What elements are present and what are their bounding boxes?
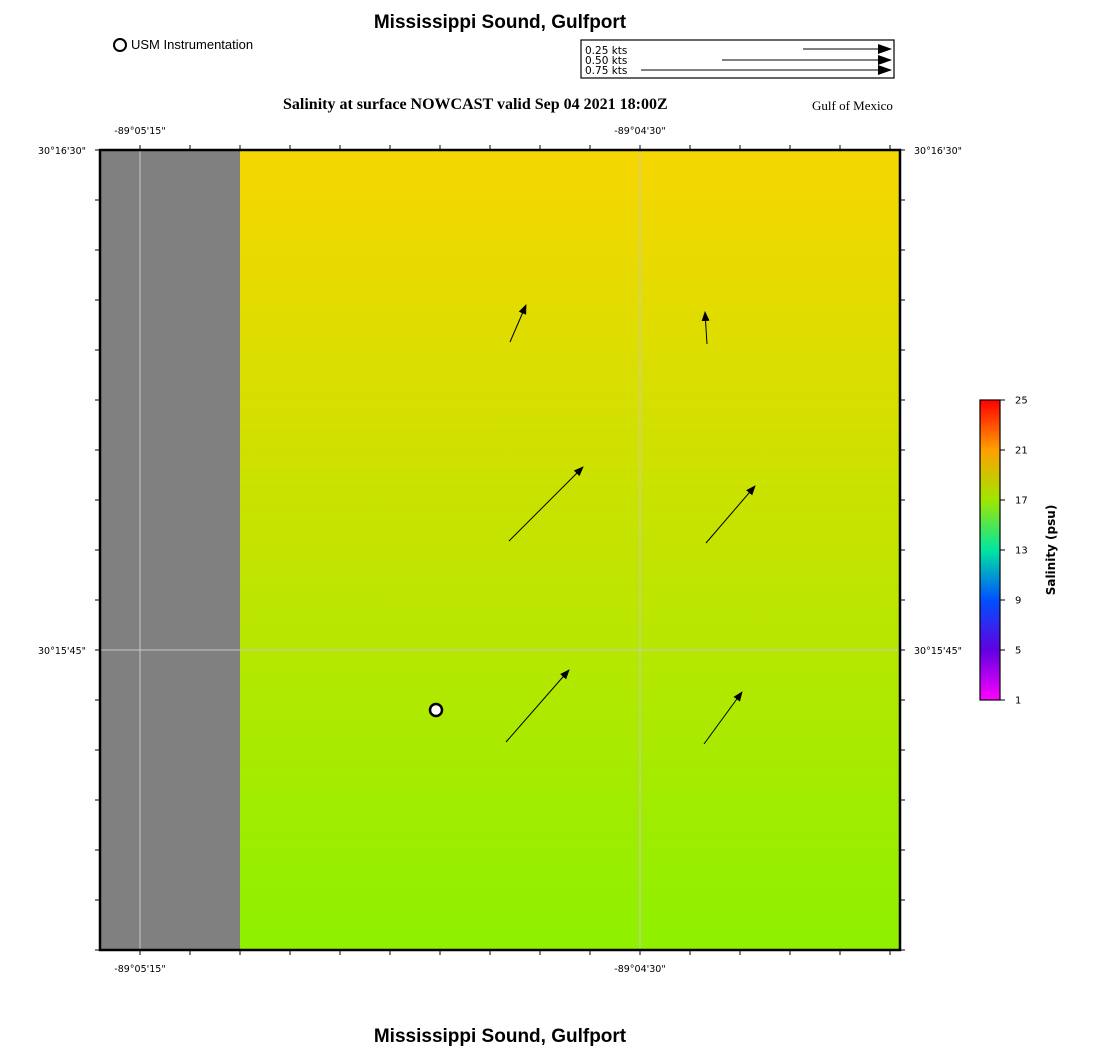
colorbar: 25 21 17 13 9 5 1 Salinity (psu) bbox=[979, 396, 1058, 707]
usm-station-marker[interactable] bbox=[428, 702, 444, 718]
current-arrow bbox=[508, 466, 584, 542]
key-label-3: 0.75 kts bbox=[585, 65, 627, 77]
map-subtitle: Salinity at surface NOWCAST valid Sep 04… bbox=[283, 96, 668, 113]
colorbar-tick-label: 13 bbox=[1015, 546, 1028, 557]
lon-label-top-1: -89°05'15" bbox=[114, 126, 165, 137]
colorbar-tick-label: 25 bbox=[1015, 396, 1028, 407]
colorbar-ticks: 25 21 17 13 9 5 1 bbox=[1000, 396, 1028, 707]
map-title: Mississippi Sound, Gulfport bbox=[373, 12, 627, 33]
usm-legend-label: USM Instrumentation bbox=[131, 37, 254, 52]
current-arrow bbox=[701, 311, 710, 345]
colorbar-tick-label: 9 bbox=[1015, 596, 1021, 607]
lat-label-left-1: 30°16'30" bbox=[38, 146, 86, 157]
colorbar-tick-label: 1 bbox=[1015, 696, 1021, 707]
lat-label-left-2: 30°15'45" bbox=[38, 646, 86, 657]
current-vectors bbox=[505, 304, 756, 745]
vector-key: 0.25 kts 0.50 kts 0.75 kts bbox=[580, 39, 895, 79]
lon-label-top-2: -89°04'30" bbox=[614, 126, 665, 137]
colorbar-title: Salinity (psu) bbox=[1044, 505, 1058, 596]
key-label-2: 0.50 kts bbox=[585, 55, 627, 67]
colorbar-tick-label: 17 bbox=[1015, 496, 1028, 507]
current-arrow bbox=[509, 304, 527, 343]
lon-label-bottom-2: -89°04'30" bbox=[614, 964, 665, 975]
map-frame bbox=[98, 148, 902, 952]
usm-marker-icon bbox=[113, 37, 127, 52]
colorbar-tick-label: 5 bbox=[1015, 646, 1021, 657]
colorbar-scale bbox=[979, 399, 1001, 701]
usm-legend: USM Instrumentation bbox=[113, 37, 253, 52]
map-area bbox=[95, 145, 905, 955]
land-mask bbox=[100, 150, 240, 950]
lon-label-bottom-1: -89°05'15" bbox=[114, 964, 165, 975]
current-arrow bbox=[505, 669, 570, 743]
colorbar-tick-label: 21 bbox=[1015, 446, 1028, 457]
current-arrow bbox=[705, 485, 756, 544]
current-arrow bbox=[703, 691, 743, 745]
region-label: Gulf of Mexico bbox=[812, 98, 893, 113]
lat-label-right-2: 30°15'45" bbox=[914, 646, 962, 657]
bottom-title: Mississippi Sound, Gulfport bbox=[373, 1026, 627, 1047]
lat-label-right-1: 30°16'30" bbox=[914, 146, 962, 157]
key-label-1: 0.25 kts bbox=[585, 45, 627, 57]
